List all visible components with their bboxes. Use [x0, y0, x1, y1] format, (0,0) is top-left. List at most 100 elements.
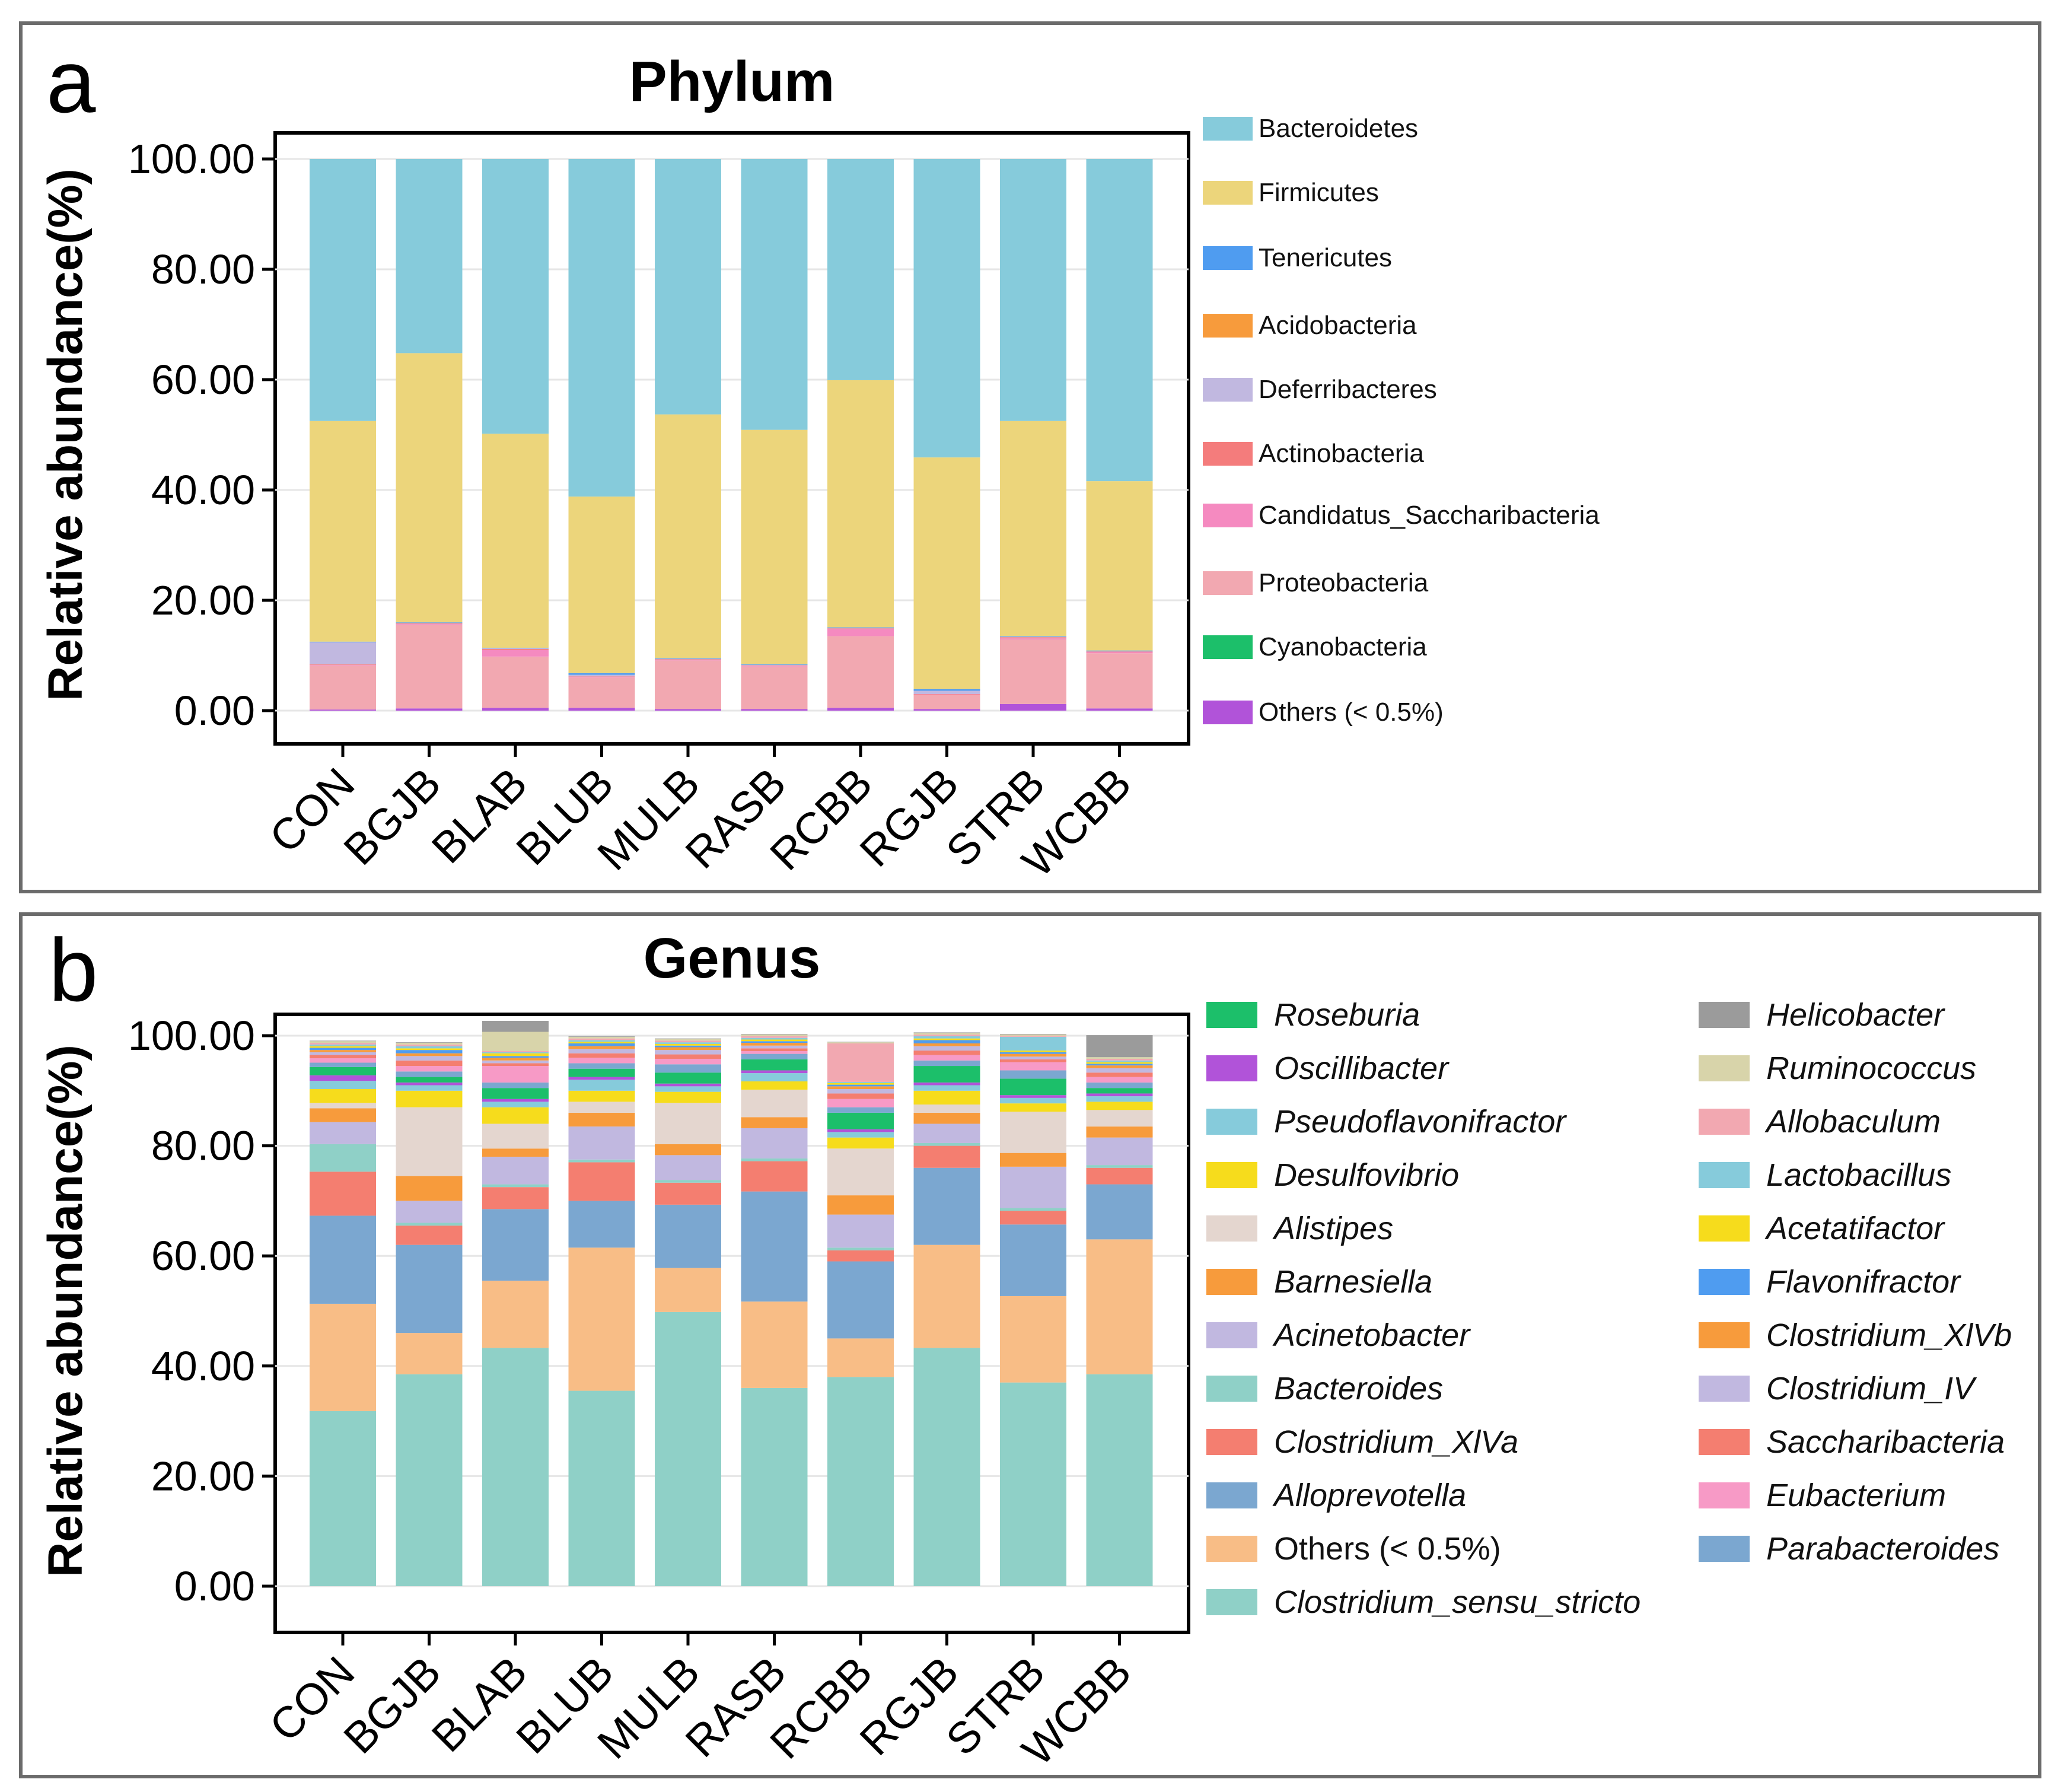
bar-segment-helicobacter-blab	[482, 1020, 549, 1032]
bar-segment-alistipes-mulb	[655, 1103, 721, 1144]
bar-segment-alloprevotella-wcbb	[1086, 1184, 1153, 1240]
bar-segment-allobaculum-bgjb	[396, 1044, 463, 1046]
bar-segment-parabacteroides-strb	[1000, 1070, 1066, 1079]
bar-segment-others-0-5-mulb	[655, 1268, 721, 1312]
bar-segment-flavonifractor-rcbb	[827, 1084, 894, 1087]
legend-item-others-0-5: Others (< 0.5%)	[1203, 698, 1444, 727]
bar-segment-acetatifactor-bgjb	[396, 1048, 463, 1051]
y-tick-label: 20.00	[151, 577, 255, 623]
bar-segment-clostridium-iv-rasb	[741, 1045, 808, 1049]
y-tick-label: 100.00	[128, 136, 255, 182]
bar-segment-tenericutes-mulb	[655, 658, 721, 659]
bar-segment-parabacteroides-bgjb	[396, 1071, 463, 1077]
legend-swatch	[1203, 378, 1253, 402]
bar-segment-helicobacter-bgjb	[396, 1042, 463, 1043]
bar-segment-bacteroidetes-mulb	[655, 159, 721, 415]
bar-segment-clostridium-iv-wcbb	[1086, 1068, 1153, 1073]
bar-segment-others-0-5-rcbb	[827, 1338, 894, 1377]
x-tick-label-bgjb: BGJB	[334, 1647, 450, 1763]
bar-segment-clostridium-xlva-con	[310, 1172, 376, 1216]
bar-segment-firmicutes-rgjb	[913, 457, 980, 689]
bar-segment-actinobacteria-rcbb	[827, 628, 894, 629]
bar-segment-others-0-5-strb	[1000, 1296, 1066, 1383]
bar-segment-clostridium-sensu-stricto-wcbb	[1086, 1374, 1153, 1586]
y-axis-label: Relative abundance(%)	[39, 1045, 93, 1577]
bar-segment-bacteroidetes-rcbb	[827, 159, 894, 380]
legend-item-actinobacteria: Actinobacteria	[1203, 439, 1424, 469]
bar-segment-others-0-5-rgjb	[913, 1244, 980, 1348]
bar-segment-ruminococcus-blub	[568, 1036, 635, 1039]
bar-segment-actinobacteria-wcbb	[1086, 651, 1153, 652]
bar-segment-roseburia-wcbb	[1086, 1088, 1153, 1094]
legend-swatch	[1206, 1002, 1257, 1028]
bar-segment-proteobacteria-con	[310, 665, 376, 710]
bar-segment-saccharibacteria-blub	[568, 1053, 635, 1058]
bar-segment-alloprevotella-con	[310, 1215, 376, 1304]
bar-segment-clostridium-xlva-rasb	[741, 1161, 808, 1192]
legend-label: Ruminococcus	[1766, 1051, 1977, 1086]
legend-item-acidobacteria: Acidobacteria	[1203, 311, 1417, 340]
legend-label: Clostridium_XlVb	[1766, 1317, 2012, 1353]
x-tick-label-mulb: MULB	[588, 1647, 709, 1768]
legend-swatch	[1203, 181, 1253, 205]
bar-segment-roseburia-con	[310, 1067, 376, 1075]
bar-segment-actinobacteria-blub	[568, 676, 635, 677]
bar-segment-clostridium-xlvb-strb	[1000, 1053, 1066, 1057]
bar-segment-clostridium-xlvb-con	[310, 1050, 376, 1052]
legend-label: Barnesiella	[1274, 1264, 1433, 1300]
legend-swatch	[1699, 1109, 1750, 1135]
bar-segment-proteobacteria-blab	[482, 656, 549, 708]
bar-segment-alistipes-strb	[1000, 1112, 1066, 1153]
bar-segment-oscillibacter-blub	[568, 1077, 635, 1080]
x-tick-label-rcbb: RCBB	[760, 759, 881, 880]
bar-segment-bacteroidetes-wcbb	[1086, 159, 1153, 482]
legend-label: Clostridium_XlVa	[1274, 1424, 1519, 1460]
bar-segment-roseburia-rasb	[741, 1059, 808, 1071]
legend-item-clostridium-sensu-stricto: Clostridium_sensu_stricto	[1206, 1584, 1640, 1621]
bar-segment-pseudoflavonifractor-mulb	[655, 1086, 721, 1092]
bar-segment-alistipes-blab	[482, 1123, 549, 1149]
bar-segment-lactobacillus-blub	[568, 1040, 635, 1042]
bar-segment-allobaculum-blab	[482, 1051, 549, 1052]
bar-segment-saccharibacteria-blab	[482, 1063, 549, 1067]
legend-label: Saccharibacteria	[1766, 1424, 2005, 1460]
x-tick-label-rgjb: RGJB	[850, 759, 968, 876]
bar-segment-alloprevotella-rgjb	[913, 1167, 980, 1245]
bar-segment-acetatifactor-con	[310, 1046, 376, 1048]
bar-segment-clostridium-xlva-strb	[1000, 1211, 1066, 1225]
panel-b: b 0.00 20.00 40.00 60.00 80.00 100.00 Relative…	[19, 912, 2041, 1778]
legend-swatch	[1699, 1002, 1750, 1028]
bar-segment-others-0-5-rgjb	[913, 709, 980, 711]
legend-label: Alistipes	[1274, 1211, 1394, 1246]
legend-item-pseudoflavonifractor: Pseudoflavonifractor	[1206, 1103, 1566, 1140]
bar-segment-oscillibacter-wcbb	[1086, 1093, 1153, 1097]
y-tick-label: 0.00	[174, 1563, 255, 1609]
bar-segment-acinetobacter-blab	[482, 1157, 549, 1185]
bar-segment-others-0-5-bgjb	[396, 708, 463, 711]
bar-segment-roseburia-mulb	[655, 1072, 721, 1084]
legend-item-desulfovibrio: Desulfovibrio	[1206, 1157, 1459, 1193]
bar-segment-bacteroidetes-rgjb	[913, 159, 980, 458]
bar-segment-desulfovibrio-strb	[1000, 1103, 1066, 1112]
bar-segment-eubacterium-con	[310, 1058, 376, 1063]
bar-segment-others-0-5-wcbb	[1086, 708, 1153, 711]
bar-segment-others-0-5-wcbb	[1086, 1239, 1153, 1374]
bar-segment-clostridium-sensu-stricto-rcbb	[827, 1377, 894, 1586]
bar-segment-helicobacter-rasb	[741, 1034, 808, 1035]
bar-segment-candidatus-saccharibacteria-rcbb	[827, 629, 894, 636]
bar-segment-acinetobacter-bgjb	[396, 1201, 463, 1223]
bar-segment-parabacteroides-rcbb	[827, 1107, 894, 1113]
legend-item-candidatus-saccharibacteria: Candidatus_Saccharibacteria	[1203, 501, 1600, 530]
bar-segment-others-0-5-blub	[568, 708, 635, 711]
bar-segment-alistipes-bgjb	[396, 1107, 463, 1176]
bar-segment-roseburia-blab	[482, 1088, 549, 1099]
bar-segment-bacteroides-con	[310, 1144, 376, 1172]
bar-segment-others-0-5-rcbb	[827, 708, 894, 711]
bar-segment-eubacterium-rcbb	[827, 1099, 894, 1107]
legend-item-parabacteroides: Parabacteroides	[1699, 1530, 1999, 1567]
bar-segment-clostridium-sensu-stricto-bgjb	[396, 1374, 463, 1586]
legend-swatch	[1699, 1482, 1750, 1508]
bar-segment-lactobacillus-bgjb	[396, 1046, 463, 1049]
bar-segment-acinetobacter-blub	[568, 1126, 635, 1160]
bar-segment-clostridium-xlvb-rcbb	[827, 1086, 894, 1090]
